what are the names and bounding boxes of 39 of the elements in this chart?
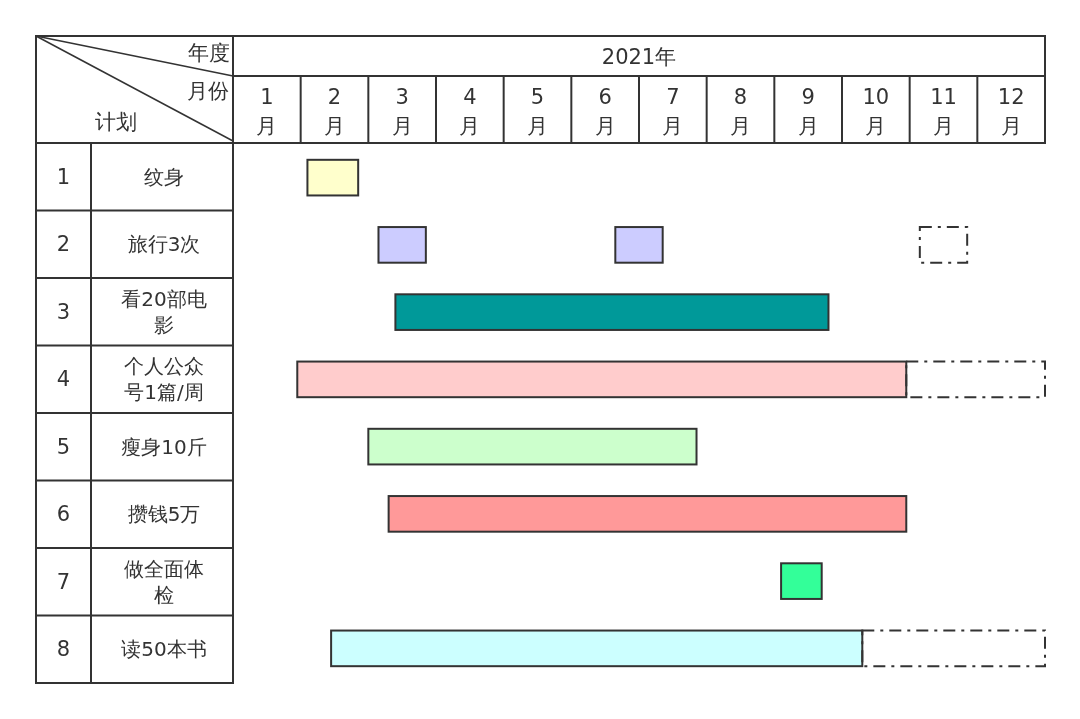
text: 6: [56, 502, 71, 527]
y-tick-label: 旅行3次: [127, 232, 201, 257]
y-tick-label: 做全面体检: [124, 556, 204, 607]
bar: [918, 226, 969, 264]
x-axis-title: 2021年: [601, 45, 677, 69]
x-tick-label: 5月: [527, 85, 548, 138]
y-tick-label: 个人公众号1篇/周: [124, 354, 204, 405]
text: 8: [56, 637, 71, 662]
text: 1: [56, 164, 71, 189]
x-tick-label: 10月: [862, 85, 890, 138]
y-tick-label: 读50本书: [121, 637, 207, 662]
bar: [780, 562, 823, 600]
text: 7: [56, 569, 71, 594]
y-tick-label: 纹身: [144, 164, 184, 189]
x-tick-label: 7月: [662, 85, 684, 138]
x-tick-label: 4月: [459, 85, 481, 138]
x-tick-label: 11月: [930, 85, 957, 138]
bar: [614, 226, 664, 264]
y-tick-label: 看20部电影: [121, 286, 207, 337]
bar: [394, 293, 830, 331]
x-tick-label: 12月: [997, 85, 1025, 138]
x-tick-label: 1月: [256, 85, 278, 138]
y-tick-label: 瘦身10斤: [121, 434, 207, 459]
text: 2: [56, 232, 71, 257]
y-tick-label: 攒钱5万: [127, 502, 201, 527]
bar: [306, 158, 360, 197]
x-tick-label: 3月: [391, 85, 413, 138]
text: 年度: [188, 41, 230, 65]
x-tick-label: 6月: [594, 85, 616, 138]
bar: [367, 427, 698, 466]
text: 月份: [187, 79, 229, 103]
x-tick-label: 2月: [324, 85, 345, 138]
text: 5: [56, 434, 71, 459]
bar: [387, 495, 908, 533]
text: 计划: [95, 110, 137, 134]
text: 4: [56, 367, 71, 392]
x-tick-label: 8月: [730, 85, 751, 138]
text: 3: [56, 299, 71, 324]
x-tick-label: 9月: [797, 85, 819, 138]
